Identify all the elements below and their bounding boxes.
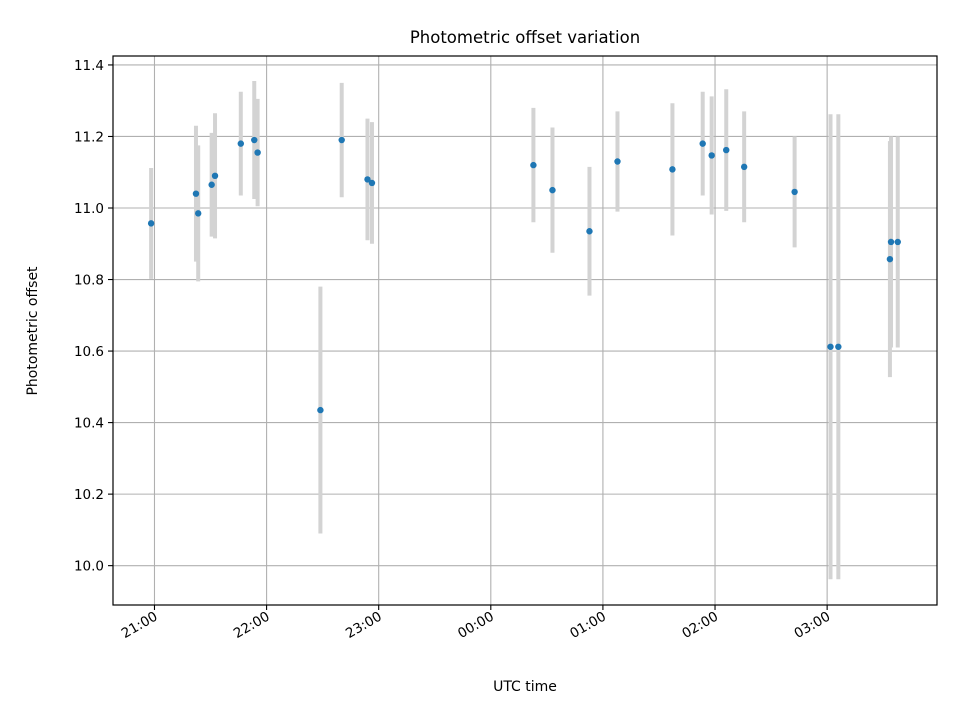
data-point bbox=[669, 166, 676, 173]
data-point bbox=[251, 136, 258, 144]
data-point bbox=[317, 406, 324, 414]
data-point bbox=[699, 140, 706, 147]
data-point bbox=[338, 136, 345, 144]
y-tick-label: 10.8 bbox=[74, 273, 104, 289]
data-point bbox=[192, 190, 200, 197]
data-point bbox=[740, 163, 748, 171]
data-point bbox=[368, 179, 376, 187]
data-point bbox=[827, 343, 834, 350]
data-point bbox=[887, 238, 895, 246]
data-point bbox=[723, 146, 730, 154]
y-axis-label: Photometric offset bbox=[25, 266, 41, 396]
data-point bbox=[530, 161, 537, 169]
y-tick-label: 11.4 bbox=[74, 58, 104, 74]
y-tick-label: 11.2 bbox=[74, 129, 104, 145]
data-point bbox=[195, 210, 202, 217]
data-point bbox=[549, 186, 556, 194]
data-point bbox=[886, 255, 894, 263]
y-tick-label: 11.0 bbox=[74, 201, 104, 217]
data-points bbox=[147, 136, 901, 414]
y-tick-label: 10.2 bbox=[74, 487, 104, 503]
data-point bbox=[208, 181, 215, 188]
data-point bbox=[364, 176, 371, 183]
x-axis-label: UTC time bbox=[493, 679, 557, 695]
y-tick-label: 10.4 bbox=[74, 416, 104, 432]
plot-frame bbox=[112, 55, 938, 606]
data-point bbox=[586, 228, 593, 235]
data-point bbox=[708, 152, 715, 159]
data-point bbox=[254, 149, 261, 156]
data-point bbox=[791, 188, 798, 196]
data-point bbox=[614, 158, 621, 165]
data-point bbox=[211, 172, 219, 180]
data-point bbox=[237, 140, 245, 147]
y-tick-label: 10.0 bbox=[74, 559, 104, 575]
data-point bbox=[835, 343, 842, 350]
chart-title: Photometric offset variation bbox=[410, 28, 640, 47]
data-point bbox=[894, 238, 901, 246]
grid-lines bbox=[113, 56, 937, 605]
y-tick-label: 10.6 bbox=[74, 344, 104, 360]
data-point bbox=[147, 220, 155, 227]
